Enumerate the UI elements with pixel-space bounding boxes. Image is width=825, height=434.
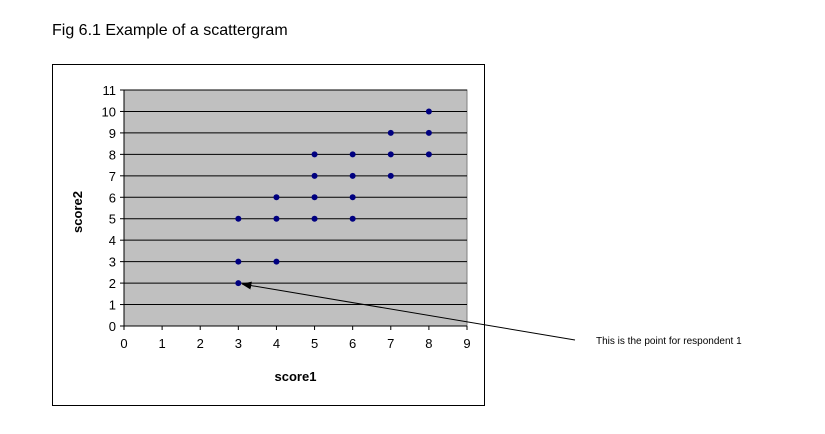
- y-tick-label: 5: [109, 212, 116, 227]
- x-tick-label: 2: [197, 336, 204, 351]
- data-point: [349, 215, 356, 222]
- y-tick-label: 7: [109, 169, 116, 184]
- data-point: [387, 129, 394, 136]
- data-point: [273, 215, 280, 222]
- data-point: [349, 151, 356, 158]
- x-axis-label: score1: [275, 369, 317, 384]
- annotation-text: This is the point for respondent 1: [596, 336, 742, 347]
- data-point: [349, 194, 356, 201]
- y-tick-label: 9: [109, 126, 116, 141]
- x-tick-label: 9: [463, 336, 470, 351]
- data-point: [387, 172, 394, 179]
- figure-title: Fig 6.1 Example of a scattergram: [52, 22, 288, 39]
- y-tick-label: 11: [103, 83, 117, 98]
- y-tick-label: 6: [109, 190, 116, 205]
- x-tick-label: 6: [349, 336, 356, 351]
- data-point: [235, 280, 242, 287]
- data-point: [349, 172, 356, 179]
- y-axis-label: score2: [70, 191, 85, 233]
- y-tick-label: 10: [102, 104, 116, 119]
- data-point: [425, 151, 432, 158]
- x-tick-label: 3: [235, 336, 242, 351]
- data-point: [425, 108, 432, 115]
- y-tick-labels: 0 1 2 3 4 5 6 7 8 9 10 11: [102, 83, 116, 334]
- data-point: [235, 215, 242, 222]
- data-point: [425, 129, 432, 136]
- y-tick-label: 1: [109, 298, 116, 313]
- x-tick-label: 0: [120, 336, 127, 351]
- data-point: [273, 258, 280, 265]
- x-tick-label: 7: [387, 336, 394, 351]
- x-tick-labels: 0 1 2 3 4 5 6 7 8 9: [120, 336, 470, 351]
- plot-area: [123, 89, 468, 327]
- data-point: [387, 151, 394, 158]
- data-point: [235, 258, 242, 265]
- x-tick-label: 1: [158, 336, 165, 351]
- data-point: [311, 215, 318, 222]
- y-tick-label: 3: [109, 255, 116, 270]
- data-point: [273, 194, 280, 201]
- data-point: [311, 194, 318, 201]
- data-points: [235, 108, 432, 287]
- y-tick-label: 8: [109, 147, 116, 162]
- y-tick-label: 2: [109, 276, 116, 291]
- x-tick-label: 8: [425, 336, 432, 351]
- x-tick-label: 5: [311, 336, 318, 351]
- grid-lines: [124, 89, 467, 306]
- x-tick-label: 4: [273, 336, 280, 351]
- y-tick-label: 0: [109, 319, 116, 334]
- y-tick-label: 4: [109, 233, 116, 248]
- axes: [120, 89, 468, 330]
- data-point: [311, 172, 318, 179]
- annotation-arrow: [241, 281, 576, 341]
- data-point: [311, 151, 318, 158]
